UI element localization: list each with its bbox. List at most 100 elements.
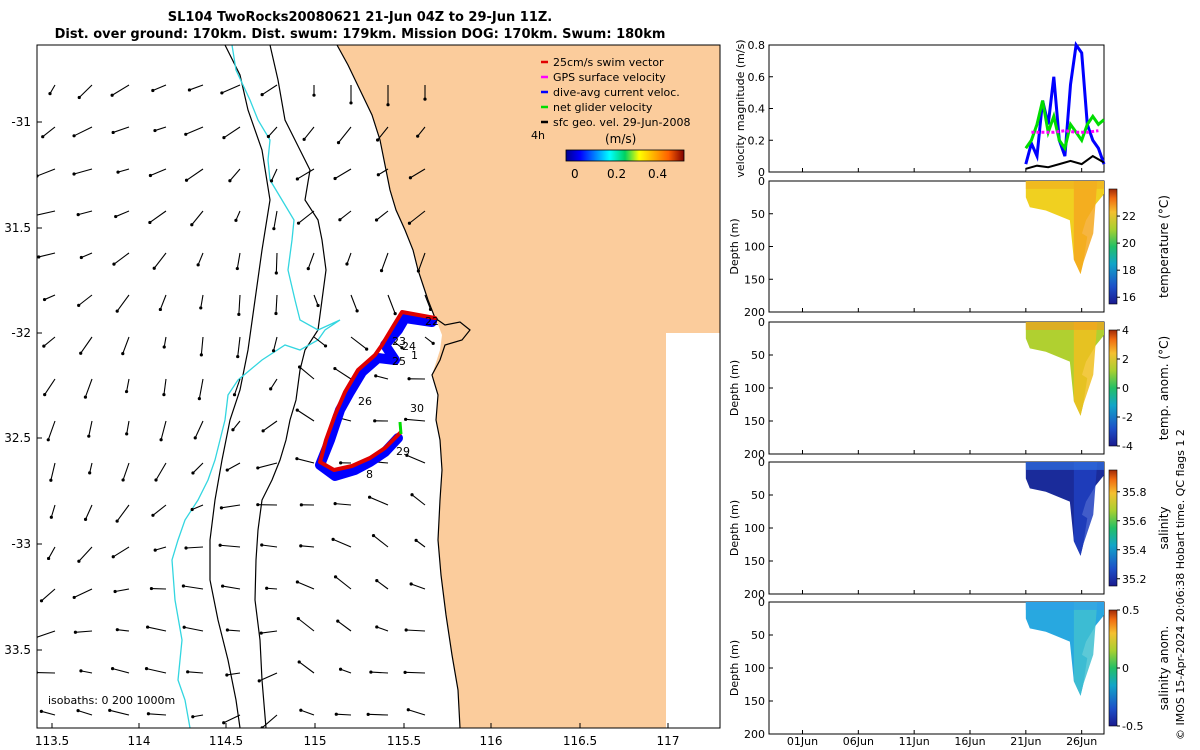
current-arrow-head [46, 438, 50, 442]
current-arrow [370, 671, 389, 674]
title-line-1: SL104 TwoRocks20080621 21-Jun 04Z to 29-… [167, 10, 553, 25]
colorbar-tick-label: 0.5 [1122, 604, 1140, 617]
current-arrow-head [115, 309, 119, 313]
current-arrow [411, 494, 426, 506]
current-arrow [47, 420, 56, 440]
current-arrow [221, 84, 241, 94]
current-arrow-head [88, 471, 92, 475]
colorbar-title: (m/s) [605, 132, 636, 146]
current-arrow [270, 378, 278, 390]
current-arrow [197, 252, 204, 266]
current-arrow-head [49, 515, 53, 519]
current-arrow-head [333, 502, 337, 506]
legend-label: net glider velocity [553, 101, 653, 114]
time-tick-label: 21Jun [1010, 735, 1041, 748]
colorbar-tick-0: 0 [571, 167, 579, 181]
current-arrow [313, 294, 319, 306]
current-arrow [184, 626, 204, 632]
current-arrow-head [225, 628, 230, 632]
current-arrow [227, 629, 241, 632]
current-arrow-head [219, 506, 224, 510]
day-label-22: 22 [425, 315, 439, 328]
colorbar-label: temp. anom. (°C) [1157, 336, 1171, 440]
current-arrow-head [146, 625, 150, 629]
salinity-section: 0 50 100 150 200 Depth (m) 35.8 35.6 35.4 35.2 sal… [728, 456, 1171, 601]
glider-track-red [318, 310, 437, 472]
velocity-series [1024, 100, 1105, 152]
current-arrow [297, 581, 315, 590]
day-label-25: 25 [392, 355, 406, 368]
day-label-8: 8 [366, 468, 373, 481]
glider-track-green [398, 421, 403, 435]
current-arrow-head [333, 575, 338, 579]
current-arrow-head [148, 173, 153, 178]
current-arrow-head [259, 631, 263, 635]
current-arrow [223, 126, 241, 139]
temp-anomaly-section: 0 50 100 150 200 Depth (m) 4 2 0 -2 -4 temp. anom. … [728, 316, 1171, 461]
current-arrow-head [295, 177, 299, 181]
current-arrow-head [296, 617, 300, 621]
colorbar-tick-label: 16 [1122, 291, 1136, 304]
current-arrow [186, 168, 204, 181]
current-arrow [335, 503, 352, 506]
current-vector-field [37, 84, 435, 728]
current-arrow-head [400, 346, 404, 350]
current-arrow [387, 294, 396, 314]
current-arrow-head [355, 309, 359, 313]
current-arrow-head [266, 134, 271, 139]
current-arrow-head [190, 507, 194, 512]
current-arrow [88, 420, 93, 437]
current-arrow [150, 168, 167, 177]
current-arrow [85, 504, 93, 520]
section-ytick-label: 50 [751, 208, 765, 221]
current-arrow [296, 458, 315, 464]
lat-tick-label: 31.5 [4, 221, 31, 235]
current-arrow [415, 539, 426, 548]
colorbar-tick-label: 0 [1122, 382, 1129, 395]
current-arrow [78, 84, 93, 98]
current-arrow-head [111, 555, 115, 559]
current-arrow [191, 504, 204, 511]
lon-tick-label: 114.5 [209, 734, 243, 748]
current-arrow [183, 585, 204, 590]
current-arrow [337, 620, 352, 632]
current-arrow [50, 462, 56, 481]
current-arrow-head [37, 671, 39, 675]
current-arrow [226, 462, 241, 471]
current-arrow-head [296, 221, 301, 225]
legend-label: sfc geo. vel. 29-Jun-2008 [553, 116, 690, 129]
current-arrow-head [336, 141, 341, 145]
lat-tick-label: -33 [11, 537, 31, 551]
colorbar-label: temperature (°C) [1157, 195, 1171, 298]
colorbar-tick-02: 0.2 [607, 167, 626, 181]
current-arrow-head [414, 538, 418, 542]
current-arrow-head [191, 471, 195, 475]
current-arrow [275, 294, 278, 314]
current-arrow [238, 294, 241, 315]
current-arrow [220, 544, 241, 548]
current-arrow [73, 126, 93, 137]
current-arrow-head [297, 365, 302, 369]
lon-tick-label: 114 [128, 734, 151, 748]
current-arrow-head [114, 214, 118, 219]
current-arrow [350, 336, 368, 350]
current-arrow-head [323, 344, 328, 348]
current-arrow-head [199, 306, 203, 310]
current-arrow [350, 294, 358, 312]
current-arrow [410, 583, 426, 590]
current-arrow-head [375, 625, 379, 629]
current-arrow [332, 538, 352, 548]
current-arrow-head [407, 377, 411, 381]
colorbar-label: salinity anom. [1157, 626, 1171, 711]
current-arrow [368, 713, 389, 716]
current-arrow-head [235, 266, 239, 271]
current-arrow-head [222, 136, 226, 140]
current-arrow-head [83, 395, 88, 399]
current-arrow-head [184, 178, 189, 182]
current-arrow [298, 661, 315, 674]
current-arrow-head [338, 218, 342, 222]
section-surface-band [1025, 181, 1104, 189]
current-arrow [80, 336, 93, 354]
current-arrow-head [423, 97, 427, 101]
